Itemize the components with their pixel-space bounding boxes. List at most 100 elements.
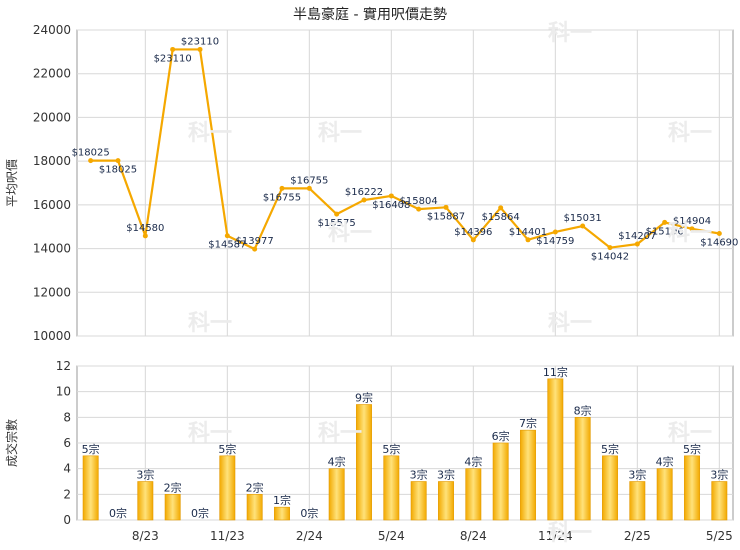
- volume-y-axis-label: 成交宗數: [4, 419, 19, 467]
- watermark-text: 科一: [188, 421, 232, 446]
- volume-bar-label: 4宗: [328, 455, 346, 469]
- price-point-label: $13977: [236, 236, 274, 247]
- volume-bar-label: 3宗: [437, 468, 455, 482]
- watermark-text: 科一: [328, 221, 372, 246]
- volume-bar-label: 0宗: [300, 506, 318, 520]
- volume-bar: [164, 494, 181, 521]
- price-y-tick-label: 10000: [33, 329, 71, 343]
- price-y-tick-label: 24000: [33, 23, 71, 37]
- volume-bar: [219, 455, 236, 521]
- price-point: [361, 197, 367, 203]
- price-point-label: $15196: [646, 226, 684, 237]
- volume-bar: [465, 468, 482, 521]
- price-point: [388, 193, 394, 199]
- x-tick-label: 8/24: [460, 529, 487, 543]
- watermark-text: 科一: [668, 421, 712, 446]
- price-point: [416, 206, 422, 212]
- price-point-label: $18025: [99, 165, 137, 176]
- volume-bar-label: 5宗: [382, 442, 400, 456]
- volume-bar: [410, 481, 427, 521]
- watermark-text: 科一: [668, 121, 712, 146]
- volume-bar-label: 9宗: [355, 391, 373, 405]
- price-point: [88, 158, 94, 164]
- price-point: [525, 237, 531, 243]
- volume-bar: [82, 455, 99, 521]
- volume-bar: [274, 506, 290, 521]
- price-point-label: $14042: [591, 252, 629, 263]
- price-point: [115, 158, 121, 164]
- price-point-label: $15804: [400, 196, 438, 207]
- x-tick-label: 5/24: [378, 529, 405, 543]
- price-point: [689, 226, 695, 232]
- volume-bar-label: 2宗: [246, 480, 264, 494]
- watermark-text: 科一: [668, 221, 712, 246]
- volume-bar: [547, 378, 564, 521]
- volume-bar: [520, 429, 536, 521]
- volume-bar-label: 6宗: [492, 429, 510, 443]
- volume-y-tick-label: 2: [63, 487, 71, 501]
- volume-y-tick-label: 8: [63, 410, 71, 424]
- price-y-tick-label: 20000: [33, 110, 71, 124]
- watermark-text: 科一: [188, 311, 232, 336]
- volume-bar-label: 8宗: [574, 403, 592, 417]
- price-point: [279, 185, 285, 191]
- price-point: [716, 230, 722, 236]
- volume-bar: [356, 404, 372, 521]
- volume-bar-label: 5宗: [601, 442, 619, 456]
- chart-title: 半島豪庭 - 實用呎價走勢: [293, 7, 447, 23]
- price-point-label: $14904: [673, 216, 711, 227]
- price-point-label: $18025: [72, 148, 110, 159]
- price-y-tick-label: 22000: [33, 67, 71, 81]
- x-tick-label: 8/23: [132, 529, 159, 543]
- price-point-label: $14587: [208, 240, 246, 251]
- volume-bar-label: 5宗: [218, 442, 236, 456]
- x-tick-label: 11/24: [538, 529, 573, 543]
- price-point-label: $16755: [263, 192, 301, 203]
- price-point: [170, 46, 176, 52]
- x-tick-label: 11/23: [210, 529, 245, 543]
- volume-y-tick-label: 6: [63, 436, 71, 450]
- volume-bar: [328, 468, 345, 521]
- price-point: [142, 233, 148, 239]
- volume-bar-label: 0宗: [191, 506, 209, 520]
- price-point: [662, 219, 668, 225]
- price-y-tick-label: 12000: [33, 285, 71, 299]
- price-point-label: $15864: [482, 212, 520, 223]
- price-point-label: $16222: [345, 187, 383, 198]
- price-y-axis-label: 平均呎價: [5, 159, 19, 207]
- volume-bar-label: 11宗: [543, 365, 568, 379]
- price-y-tick-label: 18000: [33, 154, 71, 168]
- price-point: [552, 229, 558, 235]
- price-point: [224, 233, 230, 239]
- volume-bar: [137, 481, 154, 521]
- volume-bar-label: 5宗: [82, 442, 100, 456]
- volume-bar: [684, 455, 700, 521]
- price-series-line: [90, 48, 720, 251]
- volume-y-tick-label: 12: [56, 359, 71, 373]
- x-tick-label: 2/24: [296, 529, 323, 543]
- price-point-label: $23110: [181, 36, 219, 47]
- volume-bar: [438, 481, 454, 521]
- volume-bar-chart: 0 2 4 6 8 10 12 成交宗數 5宗 0宗 3宗 2宗 0宗 5宗 2宗 1宗 0宗 4宗 9宗 5宗 3宗 3…: [4, 359, 734, 543]
- volume-bar: [656, 468, 673, 521]
- price-point: [197, 46, 203, 52]
- volume-bar-label: 3宗: [136, 468, 154, 482]
- price-plot-area: [76, 29, 734, 337]
- watermark-text: 科一: [318, 421, 362, 446]
- volume-bar-label: 4宗: [656, 455, 674, 469]
- price-point-label: $15887: [427, 211, 465, 222]
- volume-bar-label: 7宗: [519, 416, 537, 430]
- watermark-text: 科一: [188, 121, 232, 146]
- x-tick-label: 5/25: [706, 529, 733, 543]
- volume-bar-label: 0宗: [109, 506, 127, 520]
- volume-y-tick-label: 4: [63, 462, 71, 476]
- volume-bar: [383, 455, 400, 521]
- volume-bar-label: 1宗: [273, 493, 291, 507]
- price-point-label: $15575: [318, 218, 356, 229]
- price-line-chart: 10000 12000 14000 16000 18000 20000 22000 24000…: [5, 23, 738, 343]
- volume-y-tick-label: 0: [63, 513, 71, 527]
- volume-bar: [602, 455, 618, 521]
- price-point: [443, 204, 449, 210]
- price-point: [634, 241, 640, 247]
